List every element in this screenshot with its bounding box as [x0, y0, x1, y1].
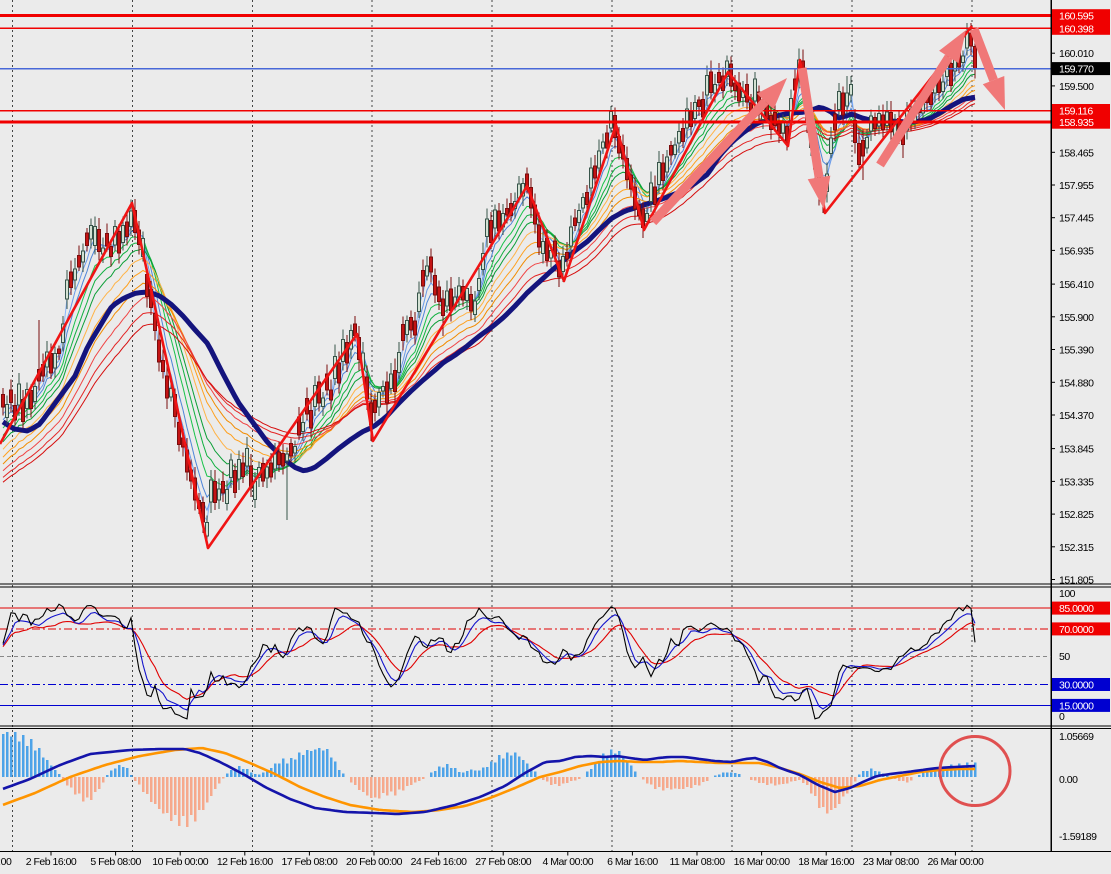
svg-text:85.0000: 85.0000: [1059, 603, 1094, 615]
svg-text:153.335: 153.335: [1059, 476, 1094, 488]
svg-text:1.05669: 1.05669: [1059, 731, 1094, 743]
svg-text:152.825: 152.825: [1059, 509, 1094, 521]
svg-text:12 Feb 16:00: 12 Feb 16:00: [217, 856, 274, 868]
svg-text:160.010: 160.010: [1059, 48, 1094, 60]
svg-text:160.595: 160.595: [1059, 11, 1094, 23]
svg-text:100: 100: [1059, 588, 1076, 600]
svg-text:159.500: 159.500: [1059, 81, 1094, 93]
svg-text:159.770: 159.770: [1059, 64, 1094, 76]
svg-text:0: 0: [1059, 711, 1065, 723]
svg-text:20 Feb 00:00: 20 Feb 00:00: [346, 856, 403, 868]
svg-text:2 Feb 16:00: 2 Feb 16:00: [26, 856, 77, 868]
svg-text:151.805: 151.805: [1059, 575, 1094, 587]
svg-text:152.315: 152.315: [1059, 542, 1094, 554]
svg-text:155.900: 155.900: [1059, 312, 1094, 324]
svg-text:4 Mar 00:00: 4 Mar 00:00: [543, 856, 594, 868]
svg-text:18 Mar 16:00: 18 Mar 16:00: [798, 856, 855, 868]
svg-text:154.880: 154.880: [1059, 377, 1094, 389]
svg-text:15.0000: 15.0000: [1059, 700, 1094, 712]
svg-text:156.935: 156.935: [1059, 245, 1094, 257]
svg-text:-1.59189: -1.59189: [1059, 831, 1097, 843]
svg-text:5 Feb 08:00: 5 Feb 08:00: [90, 856, 141, 868]
svg-text:6 Mar 16:00: 6 Mar 16:00: [607, 856, 658, 868]
svg-text:16 Mar 00:00: 16 Mar 00:00: [734, 856, 791, 868]
svg-text:156.410: 156.410: [1059, 279, 1094, 291]
svg-text:160.398: 160.398: [1059, 23, 1094, 35]
svg-text:158.465: 158.465: [1059, 147, 1094, 159]
svg-text:50: 50: [1059, 651, 1070, 663]
svg-text:24 Feb 16:00: 24 Feb 16:00: [411, 856, 468, 868]
svg-text:1 Feb 00:00: 1 Feb 00:00: [0, 856, 12, 868]
svg-text:153.845: 153.845: [1059, 444, 1094, 456]
svg-text:17 Feb 08:00: 17 Feb 08:00: [281, 856, 338, 868]
svg-text:23 Mar 08:00: 23 Mar 08:00: [863, 856, 920, 868]
svg-text:157.955: 157.955: [1059, 180, 1094, 192]
svg-text:159.116: 159.116: [1059, 106, 1093, 118]
svg-text:155.390: 155.390: [1059, 345, 1094, 357]
svg-text:27 Feb 08:00: 27 Feb 08:00: [475, 856, 532, 868]
svg-text:30.0000: 30.0000: [1059, 680, 1094, 692]
svg-text:158.935: 158.935: [1059, 117, 1094, 129]
svg-text:70.0000: 70.0000: [1059, 624, 1094, 636]
svg-text:11 Mar 08:00: 11 Mar 08:00: [669, 856, 725, 868]
svg-text:26 Mar 00:00: 26 Mar 00:00: [927, 856, 984, 868]
svg-text:0.00: 0.00: [1059, 774, 1078, 786]
svg-text:157.445: 157.445: [1059, 213, 1094, 225]
svg-text:154.370: 154.370: [1059, 410, 1094, 422]
svg-text:10 Feb 00:00: 10 Feb 00:00: [152, 856, 209, 868]
